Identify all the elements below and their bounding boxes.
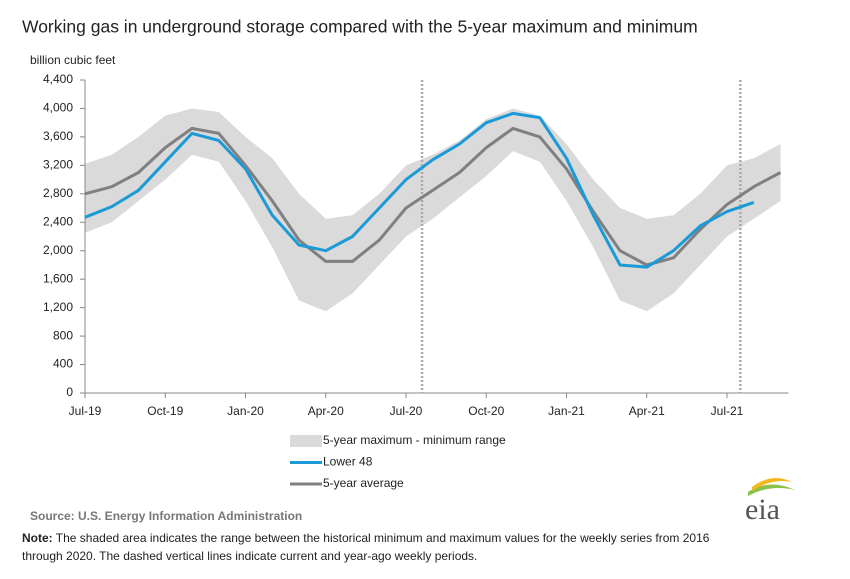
legend-swatch xyxy=(290,435,322,447)
series-line xyxy=(84,111,755,269)
y-tick-label: 0 xyxy=(66,385,73,399)
note-text: The shaded area indicates the range betw… xyxy=(53,531,710,545)
x-tick-label: Jan-21 xyxy=(548,404,585,418)
x-tick-label: Apr-21 xyxy=(629,404,665,418)
x-tick-label: Jul-20 xyxy=(390,404,423,418)
note: Note: The shaded area indicates the rang… xyxy=(22,531,710,545)
x-tick-label: Jul-21 xyxy=(711,404,744,418)
note-label: Note: xyxy=(22,531,53,545)
y-axis-label: billion cubic feet xyxy=(30,53,116,67)
legend-label: Lower 48 xyxy=(323,455,373,469)
legend-label: 5-year maximum - minimum range xyxy=(323,433,506,447)
legend-label: 5-year average xyxy=(323,476,404,490)
x-tick-label: Oct-19 xyxy=(147,404,183,418)
x-tick-label: Apr-20 xyxy=(308,404,344,418)
logo-swoosh xyxy=(752,478,792,491)
y-tick-label: 4,400 xyxy=(43,72,73,86)
chart-title: Working gas in underground storage compa… xyxy=(22,17,698,37)
y-tick-label: 1,600 xyxy=(43,271,73,285)
y-tick-label: 3,200 xyxy=(43,158,73,172)
y-tick-label: 2,400 xyxy=(43,214,73,228)
x-tick-label: Jul-19 xyxy=(69,404,102,418)
note-text: through 2020. The dashed vertical lines … xyxy=(22,549,477,563)
series-line xyxy=(84,126,782,267)
y-tick-label: 2,000 xyxy=(43,243,73,257)
source: Source: U.S. Energy Information Administ… xyxy=(30,509,302,523)
x-tick-label: Oct-20 xyxy=(468,404,504,418)
y-tick-label: 2,800 xyxy=(43,186,73,200)
y-tick-label: 1,200 xyxy=(43,300,73,314)
y-tick-label: 800 xyxy=(53,328,73,342)
range-band xyxy=(85,108,781,312)
logo-swoosh xyxy=(748,484,795,496)
y-tick-label: 4,000 xyxy=(43,101,73,115)
logo: eia xyxy=(745,493,780,526)
y-tick-label: 3,600 xyxy=(43,129,73,143)
x-tick-label: Jan-20 xyxy=(227,404,264,418)
y-tick-label: 400 xyxy=(53,357,73,371)
